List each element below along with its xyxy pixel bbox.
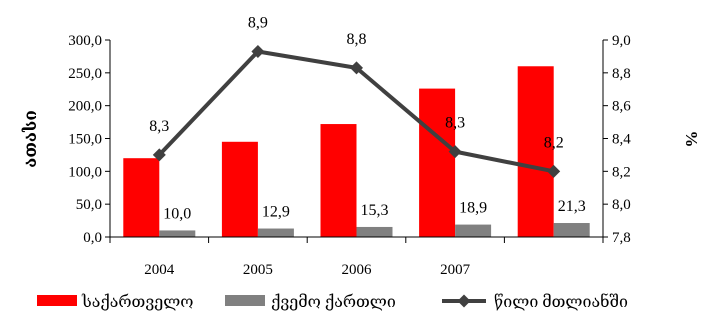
right-tick-label: 9,0 — [612, 33, 631, 49]
right-tick-label: 8,6 — [612, 99, 631, 115]
right-tick-label: 8,0 — [612, 197, 631, 213]
axes — [105, 39, 608, 243]
right-axis-title: % — [682, 131, 701, 148]
bar-kvemo-kartli — [553, 223, 590, 237]
x-tick-label: 2006 — [342, 262, 373, 278]
share-point-marker — [251, 44, 265, 58]
left-axis-ticks: 0,0 50,0 100,0 150,0 200,0 250,0 300,0 — [68, 33, 102, 246]
bar-series — [123, 66, 590, 238]
share-point-marker — [547, 164, 561, 178]
legend-label-share: წილი მთლიანში — [494, 292, 628, 311]
legend-swatch-kvemo-kartli — [225, 295, 265, 306]
legend-marker-share — [457, 294, 471, 308]
left-tick-label: 50,0 — [76, 197, 102, 213]
line-data-label: 8,9 — [248, 14, 268, 31]
bar-georgia — [419, 88, 456, 238]
x-tick-label: 2004 — [144, 262, 175, 278]
data-labels: 10,0 12,9 15,3 18,9 21,3 8,3 8,9 8,8 8,3 8,2 — [149, 14, 585, 222]
bar-georgia — [221, 141, 258, 237]
bar-georgia — [123, 158, 160, 237]
bar-kvemo-kartli — [159, 230, 196, 237]
bar-data-label: 15,3 — [361, 202, 389, 219]
line-data-label: 8,8 — [347, 31, 367, 48]
left-tick-label: 200,0 — [68, 99, 102, 115]
bar-data-label: 21,3 — [558, 198, 586, 215]
right-tick-label: 8,4 — [612, 132, 631, 148]
left-axis-title: ათასი — [21, 110, 40, 168]
bar-kvemo-kartli — [356, 226, 393, 237]
legend-label-georgia: საქართველო — [81, 293, 193, 311]
right-tick-label: 8,2 — [612, 164, 631, 180]
x-tick-label: 2005 — [243, 262, 273, 278]
bar-kvemo-kartli — [455, 224, 492, 237]
left-tick-label: 300,0 — [68, 33, 102, 49]
left-tick-label: 250,0 — [68, 66, 102, 82]
right-tick-label: 8,8 — [612, 66, 631, 82]
x-axis-ticks: 2004 2005 2006 2007 — [144, 262, 470, 278]
line-series — [152, 44, 561, 178]
legend-label-kvemo-kartli: ქვემო ქართლი — [271, 293, 396, 311]
left-tick-label: 150,0 — [68, 132, 102, 148]
bar-data-label: 10,0 — [163, 205, 191, 222]
legend: საქართველო ქვემო ქართლი წილი მთლიანში — [37, 292, 628, 311]
bar-data-label: 18,9 — [459, 200, 487, 217]
left-tick-label: 100,0 — [68, 164, 102, 180]
bar-georgia — [517, 66, 554, 238]
line-data-label: 8,3 — [149, 118, 169, 135]
bar-georgia — [320, 124, 357, 237]
line-data-label: 8,3 — [445, 115, 465, 132]
left-tick-label: 0,0 — [83, 230, 102, 246]
legend-swatch-georgia — [37, 295, 77, 306]
right-axis-ticks: 7,8 8,0 8,2 8,4 8,6 8,8 9,0 — [612, 33, 631, 246]
bar-data-label: 12,9 — [262, 204, 290, 221]
right-tick-label: 7,8 — [612, 230, 631, 246]
share-point-marker — [350, 61, 363, 75]
bar-kvemo-kartli — [257, 228, 294, 237]
share-point-marker — [448, 145, 462, 159]
line-data-label: 8,2 — [544, 134, 564, 151]
x-tick-label: 2007 — [440, 262, 471, 278]
share-point-marker — [152, 148, 166, 162]
